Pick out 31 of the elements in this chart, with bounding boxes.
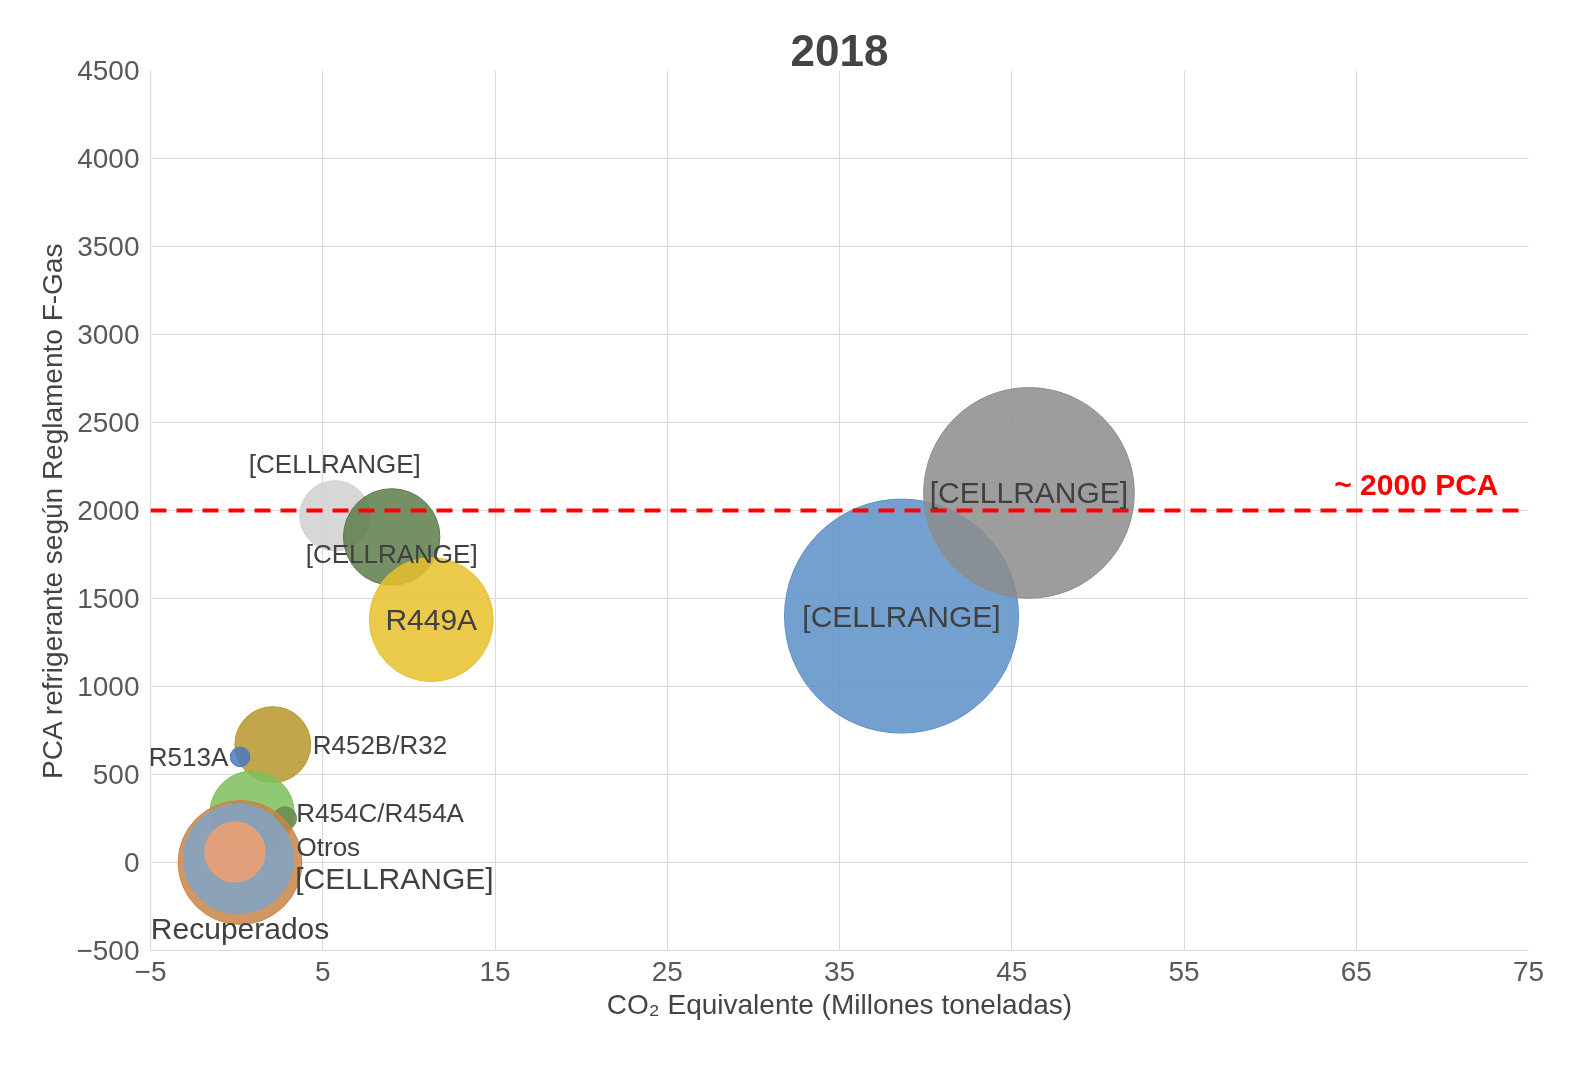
- series-label: R452B/R32: [312, 729, 448, 760]
- x-tick-label: 25: [651, 955, 683, 987]
- series-label: R454C/R454A: [296, 798, 465, 829]
- x-axis-title: CO₂ Equivalente (Millones toneladas): [606, 988, 1073, 1020]
- series-label: [CELLRANGE]: [248, 448, 421, 479]
- x-tick-label: 75: [1512, 955, 1545, 987]
- y-tick-label: 2000: [77, 495, 140, 526]
- x-tick-label: 55: [1168, 955, 1200, 987]
- x-tick-label: 5: [314, 955, 331, 987]
- y-tick-label: 500: [92, 759, 140, 790]
- series-label: [CELLRANGE]: [929, 476, 1129, 510]
- y-tick-label: 1000: [77, 671, 140, 702]
- chart-title: 2018: [790, 25, 889, 75]
- y-tick-label: 4000: [77, 143, 140, 174]
- x-tick-label: 15: [479, 955, 511, 987]
- x-tick-label: 45: [996, 955, 1028, 987]
- ref-line-label: ~ 2000 PCA: [1334, 467, 1499, 501]
- series-label: Recuperados: [150, 912, 330, 946]
- y-tick-label: −500: [76, 935, 140, 966]
- y-tick-label: 0: [123, 847, 140, 878]
- y-tick-label: 3000: [77, 319, 140, 350]
- x-tick-label: 35: [823, 955, 856, 987]
- series-label: R513A: [148, 741, 229, 772]
- y-tick-label: 2500: [77, 407, 140, 438]
- y-tick-label: 1500: [77, 583, 140, 614]
- y-tick-label: 4500: [77, 55, 140, 86]
- series-label: [CELLRANGE]: [802, 599, 1001, 633]
- y-axis-title: PCA refrigerante según Reglamento F-Gas: [37, 243, 69, 779]
- x-tick-label: 65: [1340, 955, 1372, 987]
- y-tick-label: 3500: [77, 231, 140, 262]
- series-label: R449A: [385, 603, 478, 637]
